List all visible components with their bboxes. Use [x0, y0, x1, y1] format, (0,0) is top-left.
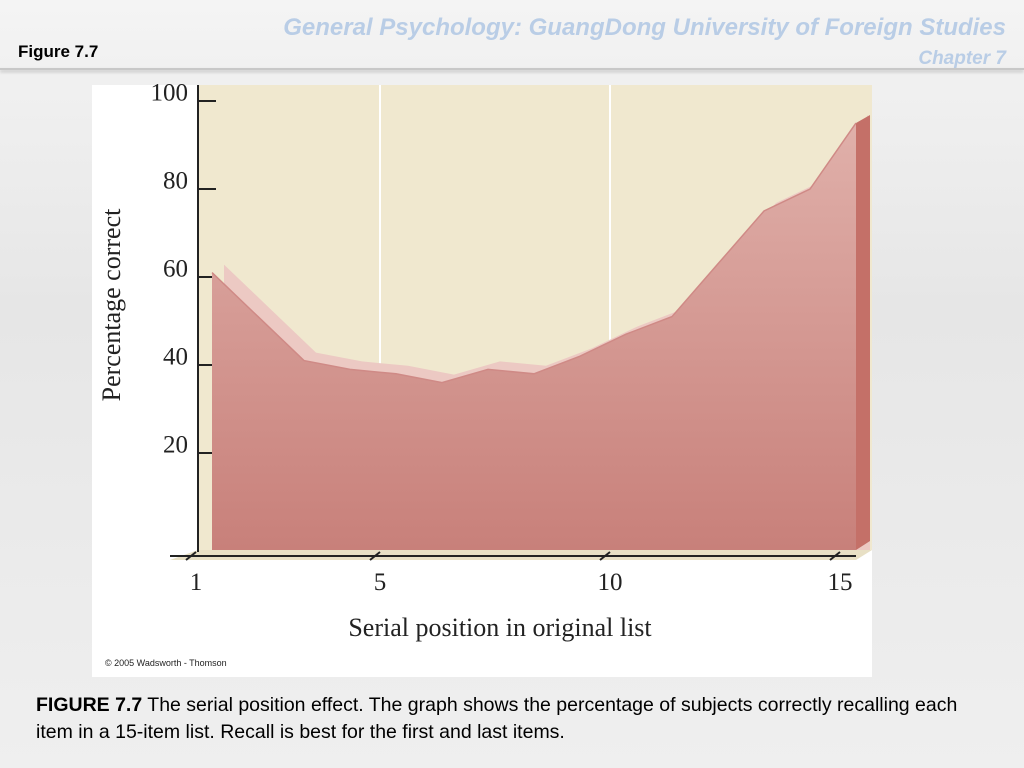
area-fill: [212, 123, 856, 550]
x-tick-label: 10: [598, 569, 623, 596]
x-tick-label: 1: [190, 569, 203, 596]
area-side: [856, 115, 870, 550]
caption: FIGURE 7.7 The serial position effect. T…: [36, 692, 996, 746]
x-tick-label: 5: [374, 569, 387, 596]
header-title: General Psychology: GuangDong University…: [283, 14, 1006, 41]
y-tick-label: 20: [163, 432, 188, 459]
y-axis-title: Percentage correct: [97, 208, 126, 401]
figure-label: Figure 7.7: [18, 42, 99, 61]
x-tick-label: 15: [828, 569, 853, 596]
copyright: © 2005 Wadsworth - Thomson: [105, 658, 227, 668]
caption-text: The serial position effect. The graph sh…: [36, 694, 958, 743]
y-tick-label: 80: [163, 168, 188, 195]
x-axis-title: Serial position in original list: [348, 613, 652, 642]
header-rule: [0, 68, 1024, 70]
header-subtitle: Chapter 7: [918, 48, 1006, 69]
y-tick-label: 100: [151, 80, 189, 107]
y-tick-label: 40: [163, 344, 188, 371]
caption-label: FIGURE 7.7: [36, 694, 143, 716]
area-line: [211, 122, 857, 384]
y-tick-label: 60: [163, 256, 188, 283]
